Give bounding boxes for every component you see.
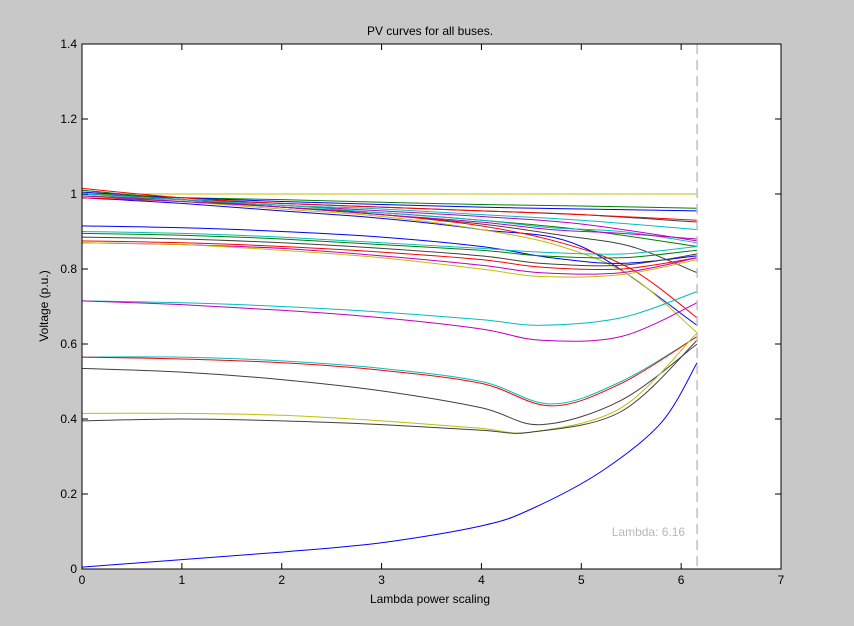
axes-box: [81, 43, 782, 570]
pv-curve: [81, 336, 698, 405]
x-axis-label: Lambda power scaling: [370, 592, 490, 606]
y-tick-label: 0.4: [60, 412, 77, 426]
pv-curve: [81, 195, 698, 240]
x-tick-label: 0: [79, 573, 86, 587]
y-axis-label: Voltage (p.u.): [37, 270, 51, 341]
pv-curve: [81, 225, 698, 264]
lambda-annotation: Lambda: 6.16: [612, 525, 686, 539]
pv-curve: [81, 332, 698, 434]
x-tick-label: 6: [678, 573, 685, 587]
pv-curve: [81, 343, 698, 426]
pv-curve: [81, 336, 698, 407]
pv-curves: [81, 187, 698, 568]
pv-curve: [81, 187, 698, 221]
pv-curve: [81, 240, 698, 271]
pv-curve: [81, 231, 698, 255]
chart-title: PV curves for all buses.: [367, 24, 493, 38]
x-tick-label: 3: [378, 573, 385, 587]
pv-curve: [81, 193, 698, 244]
y-tick-label: 0.2: [60, 487, 77, 501]
x-tick-label: 7: [778, 573, 785, 587]
pv-curve: [81, 300, 698, 342]
y-tick-label: 0.8: [60, 262, 77, 276]
y-tick-label: 1.4: [60, 37, 77, 51]
axes: 0 1 2 3 4 5 6 7 0 0.2 0.4 0.6 0.8 1 1.2 1.4: [60, 37, 784, 587]
y-tick-label: 1.2: [60, 112, 77, 126]
plot-area: [82, 44, 781, 569]
x-tick-label: 5: [578, 573, 585, 587]
pv-curve: [81, 362, 698, 568]
pv-curve: [81, 339, 698, 434]
pv-curve: [81, 232, 698, 259]
y-tick-label: 1: [70, 187, 77, 201]
x-tick-label: 2: [278, 573, 285, 587]
x-tick-label: 1: [179, 573, 186, 587]
pv-curve: [81, 197, 698, 326]
pv-curve: [81, 242, 698, 278]
y-tick-label: 0: [70, 562, 77, 576]
pv-curve: [81, 236, 698, 267]
x-tick-label: 4: [478, 573, 485, 587]
y-tick-label: 0.6: [60, 337, 77, 351]
pv-curve: [81, 291, 698, 326]
